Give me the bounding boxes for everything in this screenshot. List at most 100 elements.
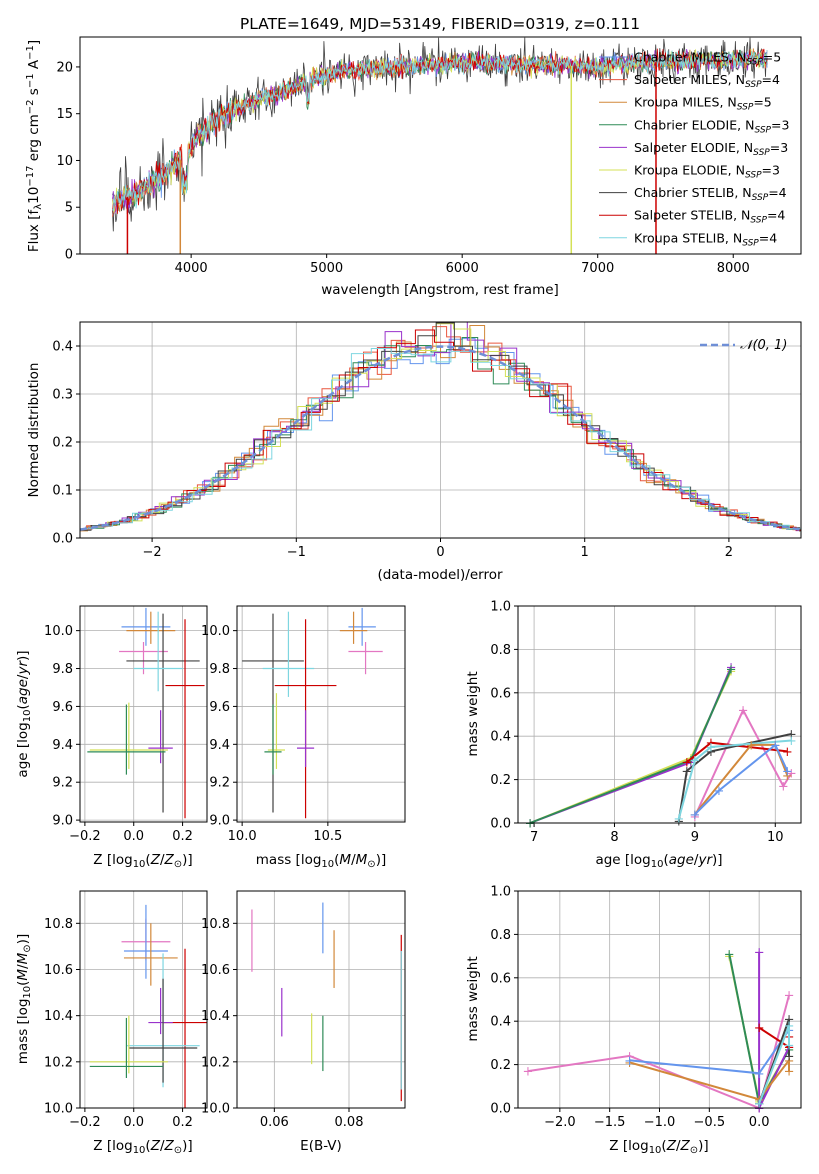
legend-value: =4: [768, 185, 786, 200]
spectrum-plot-frame: [79, 36, 802, 255]
residual-ytick-label: 0.1: [52, 484, 73, 499]
legend-value: =4: [767, 208, 785, 223]
ebv-mass-panel: 0.06 0.08 10.0 10.2 10.4 10.6 10.8: [201, 891, 405, 1130]
age-weight-marker: +: [685, 754, 696, 769]
age-weight-marker: +: [525, 817, 536, 832]
legend-label: Chabrier ELODIE, NSSP=3: [634, 117, 789, 135]
age-weight-marker: +: [726, 660, 737, 675]
z-weight-marker: +: [784, 1019, 795, 1034]
age-weight-marker: +: [782, 764, 793, 779]
z-weight-ytick-label: 0.4: [490, 1015, 511, 1030]
age-weight-frame: [517, 605, 802, 824]
age-weight-marker: +: [778, 780, 789, 795]
z-age-ytick-label: 10.0: [44, 624, 73, 639]
age-weight-xtick-label: 8: [610, 830, 618, 845]
mass-age-ytick-label: 9.2: [209, 776, 230, 791]
age-weight-marker: +: [673, 812, 684, 827]
legend-subscript: SSP: [752, 193, 769, 203]
mass-age-ytick-label: 9.6: [209, 700, 230, 715]
age-weight-xtick-label: 9: [691, 830, 699, 845]
spectrum-xtick-label: 5000: [310, 261, 343, 276]
mass-age-frame: [236, 605, 406, 823]
age-weight-ytick-label: 0.8: [490, 643, 511, 658]
z-weight-ytick-label: 0.6: [490, 971, 511, 986]
z-weight-marker: +: [784, 1049, 795, 1064]
ebv-mass-xtick-label: 0.08: [335, 1115, 364, 1130]
z-mass-ytick-label: 10.0: [44, 1102, 73, 1117]
age-weight-marker: +: [714, 784, 725, 799]
legend-subscript: SSP: [745, 171, 762, 181]
legend-subscript: SSP: [753, 148, 770, 158]
z-weight-xtick-label: −2.0: [544, 1115, 576, 1130]
residual-xtick-label: −1: [287, 545, 306, 560]
age-weight-marker: +: [706, 745, 717, 760]
z-mass-xtick-label: 0.0: [123, 1115, 144, 1130]
z-weight-marker: +: [784, 989, 795, 1004]
z-weight-ytick-label: 0.0: [490, 1102, 511, 1117]
residual-plot-frame: [79, 321, 802, 539]
z-weight-marker: +: [784, 1013, 795, 1028]
spectrum-legend: Chabrier MILES, NSSP=5 Salpeter MILES, NS…: [599, 50, 789, 248]
z-mass-xlabel: Z [log10(Z/Z⊙)]: [93, 1138, 192, 1156]
age-weight-marker: +: [689, 808, 700, 823]
ebv-mass-xlabel: E(B-V): [300, 1138, 342, 1154]
age-weight-marker: +: [782, 745, 793, 760]
z-weight-marker: +: [624, 1056, 635, 1071]
spectrum-xtick-label: 6000: [446, 261, 479, 276]
z-mass-xtick-label: 0.2: [172, 1115, 193, 1130]
legend-label: Salpeter STELIB, NSSP=4: [634, 208, 785, 226]
age-weight-marker: +: [681, 756, 692, 771]
ebv-mass-frame: [236, 890, 406, 1109]
z-weight-marker: +: [754, 1102, 765, 1117]
legend-label: Chabrier STELIB, NSSP=4: [634, 185, 787, 203]
z-mass-ylabel: mass [log10(M/M⊙)]: [15, 934, 33, 1064]
legend-value: =3: [770, 140, 788, 155]
residual-xtick-label: 0: [436, 545, 444, 560]
z-weight-xtick-label: 0.0: [749, 1115, 770, 1130]
z-weight-ytick-label: 0.8: [490, 928, 511, 943]
residual-xlabel: (data-model)/error: [377, 567, 503, 583]
mass-age-xlabel: mass [log10(M/M⊙)]: [256, 852, 386, 870]
spectrum-ytick-label: 0: [65, 248, 73, 263]
legend-value: =4: [759, 230, 777, 245]
age-weight-marker: +: [782, 769, 793, 784]
mass-age-panel: 10.0 10.5 9.0 9.2 9.4 9.6 9.8 10.0: [201, 606, 405, 844]
age-weight-ytick-label: 0.6: [490, 686, 511, 701]
z-age-ytick-label: 9.4: [52, 738, 73, 753]
z-age-ytick-label: 9.6: [52, 700, 73, 715]
age-weight-ytick-label: 1.0: [490, 600, 511, 615]
legend-label: Salpeter MILES, NSSP=4: [634, 72, 780, 90]
ebv-mass-ytick-label: 10.2: [201, 1055, 230, 1070]
age-weight-series-line: [677, 739, 792, 819]
age-weight-ytick-label: 0.2: [490, 773, 511, 788]
age-weight-marker: +: [706, 736, 717, 751]
z-weight-marker: +: [754, 1102, 765, 1117]
z-age-frame: [79, 605, 208, 823]
residual-ytick-label: 0.3: [52, 388, 73, 403]
age-weight-series-line: [529, 670, 733, 824]
age-weight-marker: +: [689, 810, 700, 825]
residual-ytick-label: 0.4: [52, 340, 73, 355]
legend-subscript: SSP: [746, 58, 763, 68]
z-weight-marker: +: [624, 1049, 635, 1064]
age-weight-marker: +: [786, 728, 797, 743]
legend-subscript: SSP: [737, 103, 754, 113]
residual-xtick-label: 1: [581, 545, 589, 560]
ebv-mass-ytick-label: 10.8: [201, 917, 230, 932]
legend-subscript: SSP: [754, 125, 771, 135]
normal-legend-label: 𝒩(0, 1): [740, 338, 787, 353]
legend-value: =5: [753, 95, 771, 110]
z-weight-ytick-label: 0.2: [490, 1058, 511, 1073]
legend-label: Salpeter ELODIE, NSSP=3: [634, 140, 788, 158]
age-weight-marker: +: [525, 817, 536, 832]
z-mass-ytick-label: 10.6: [44, 963, 73, 978]
age-weight-series-line: [529, 668, 733, 824]
ebv-mass-ytick-label: 10.6: [201, 963, 230, 978]
ebv-mass-xtick-label: 0.06: [260, 1115, 289, 1130]
normal-curve: [79, 345, 802, 531]
mass-age-ytick-label: 10.0: [201, 624, 230, 639]
residual-histogram: [80, 325, 801, 532]
age-weight-marker: +: [786, 767, 797, 782]
residual-ytick-label: 0.0: [52, 532, 73, 547]
legend-label: Chabrier MILES, NSSP=5: [634, 50, 781, 68]
